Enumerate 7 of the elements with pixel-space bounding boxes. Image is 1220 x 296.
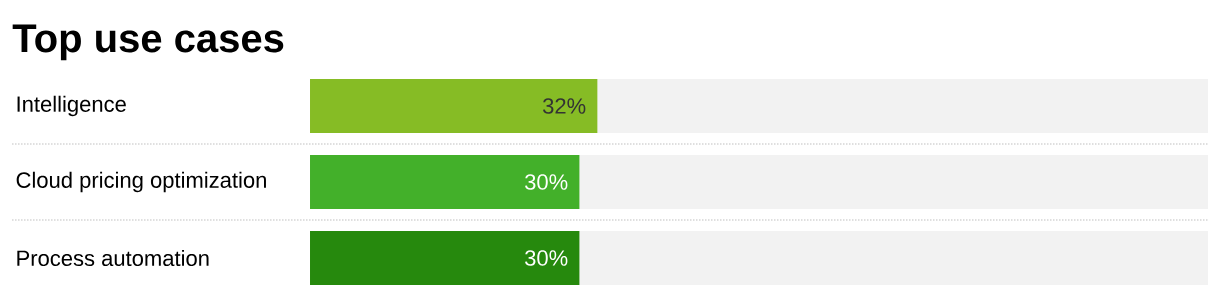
y-tick-label: Intelligence xyxy=(17,95,126,117)
chart-title: Top use cases xyxy=(12,24,284,61)
y-tick-label: Cloud pricing optimization xyxy=(16,171,266,193)
data-label: 30% xyxy=(525,250,568,266)
y-tick-label: Process automation xyxy=(17,249,209,267)
data-label: 30% xyxy=(525,174,568,190)
data-label: 32% xyxy=(542,98,586,114)
